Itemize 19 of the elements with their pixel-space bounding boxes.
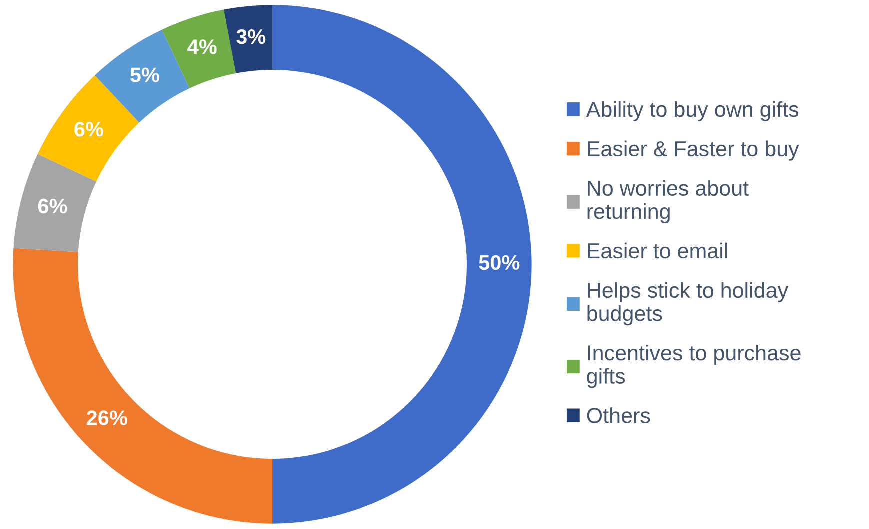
donut-slice	[224, 5, 272, 74]
data-label: 5%	[130, 68, 160, 82]
legend-label: Easier to email	[588, 242, 728, 259]
legend-label: Easier & Faster to buy	[588, 140, 800, 161]
data-label: 26%	[86, 410, 128, 426]
donut-slice	[13, 248, 272, 524]
legend-label: Helps stick to holiday budgets	[588, 282, 788, 326]
donut-slice	[162, 10, 236, 89]
legend-label: Incentives to purchase gifts	[587, 344, 801, 388]
data-label: 50%	[479, 255, 520, 270]
legend-label: No worries about returning	[588, 180, 749, 224]
legend-label: Others	[587, 408, 650, 424]
data-label: 6%	[74, 122, 104, 137]
donut-slice	[272, 5, 532, 524]
donut-slice	[14, 154, 97, 252]
data-label: 4%	[188, 40, 217, 54]
data-label: 3%	[236, 29, 266, 44]
data-label: 6%	[38, 198, 68, 214]
legend-label: Ability to buy own gifts	[586, 101, 799, 122]
